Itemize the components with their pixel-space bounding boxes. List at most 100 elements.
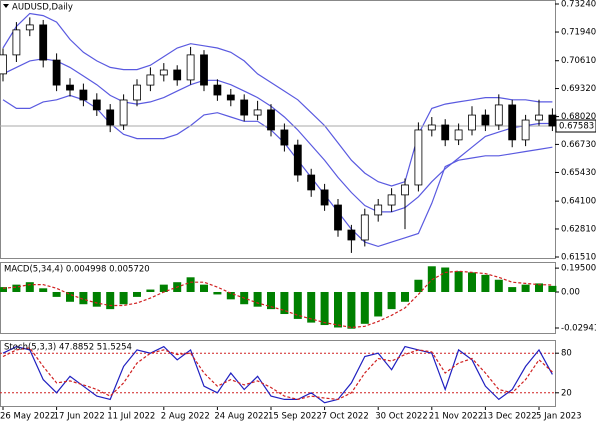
candle-body xyxy=(454,129,463,141)
panel-title: MACD(5,34,4) 0.004998 0.005720 xyxy=(4,265,150,275)
candle-body xyxy=(52,59,61,86)
candle-body xyxy=(508,104,517,141)
candle-body xyxy=(360,214,369,241)
candle-body xyxy=(92,99,101,111)
macd-bar xyxy=(481,274,490,292)
candle-body xyxy=(414,129,423,186)
macd-bar xyxy=(307,291,316,323)
y-tick-label: -0.029414 xyxy=(561,323,596,333)
x-tick-label: 2 Aug 2022 xyxy=(161,412,210,422)
macd-bar xyxy=(133,291,141,297)
macd-bar xyxy=(320,291,329,326)
candle-body xyxy=(280,129,289,146)
candle-body xyxy=(253,109,262,116)
candle-body xyxy=(481,114,490,126)
candle-body xyxy=(0,54,7,75)
candle-body xyxy=(374,204,383,216)
candle-body xyxy=(79,89,88,101)
macd-bar xyxy=(535,283,543,292)
candle-body xyxy=(39,24,48,61)
y-tick-label: 0.61510 xyxy=(561,253,596,263)
candle-body xyxy=(240,99,249,116)
candle-body xyxy=(535,114,543,121)
macd-bar xyxy=(253,291,262,307)
candle-body xyxy=(106,109,115,126)
macd-bar xyxy=(52,291,61,297)
macd-bar xyxy=(267,291,275,310)
macd-bar xyxy=(213,291,222,295)
macd-bar xyxy=(119,291,128,305)
candle-body xyxy=(401,184,409,196)
candle-body xyxy=(133,84,141,101)
macd-bar xyxy=(25,282,34,292)
candle-body xyxy=(307,174,316,191)
y-tick-label: 0.65430 xyxy=(561,168,596,178)
macd-bar xyxy=(414,279,423,292)
candle-body xyxy=(25,24,34,31)
y-tick-label: 0.70610 xyxy=(561,56,596,66)
macd-bar xyxy=(360,291,369,324)
macd-bar xyxy=(374,291,383,317)
macd-bar xyxy=(521,284,530,292)
macd-bar xyxy=(494,279,503,292)
macd-bar xyxy=(159,284,168,292)
candle-body xyxy=(548,114,557,127)
candle-body xyxy=(427,124,436,131)
macd-bar xyxy=(347,291,356,329)
x-tick-label: 15 Sep 2022 xyxy=(268,412,322,422)
candle-body xyxy=(468,114,476,131)
x-tick-label: 24 Aug 2022 xyxy=(214,412,268,422)
y-tick-label: 0.69320 xyxy=(561,84,596,94)
candle-body xyxy=(159,69,168,76)
macd-bar xyxy=(293,291,302,319)
candle-body xyxy=(267,109,275,131)
macd-bar xyxy=(79,291,88,305)
panel-title: AUDUSD,Daily xyxy=(12,3,73,13)
candle-body xyxy=(293,144,302,176)
macd-bar xyxy=(548,285,557,292)
x-tick-label: 13 Dec 2022 xyxy=(482,412,536,422)
y-tick-label: 0.66730 xyxy=(561,140,596,150)
macd-bar xyxy=(146,289,155,292)
candle-body xyxy=(387,194,396,206)
macd-bar xyxy=(226,291,235,300)
candle-body xyxy=(226,94,235,101)
bollinger-band xyxy=(2,12,553,187)
macd-bar xyxy=(92,291,101,307)
candle-body xyxy=(521,119,530,141)
macd-bar xyxy=(39,288,48,292)
panel-frame xyxy=(0,340,556,407)
macd-bar xyxy=(454,271,463,292)
y-tick-label: 0.00 xyxy=(561,287,580,297)
x-tick-label: 21 Nov 2022 xyxy=(429,412,483,422)
x-tick-label: 11 Jul 2022 xyxy=(107,412,155,422)
x-tick-label: 7 Oct 2022 xyxy=(322,412,369,422)
y-tick-label: 0.68020 xyxy=(561,112,596,122)
last-price-label: 0.67583 xyxy=(559,122,594,132)
last-price-box xyxy=(555,119,596,133)
macd-bar xyxy=(106,291,115,310)
panel-frame xyxy=(0,262,556,334)
x-tick-label: 30 Oct 2022 xyxy=(375,412,428,422)
macd-bar xyxy=(508,287,517,292)
candle-body xyxy=(320,189,329,206)
y-tick-label: 80 xyxy=(561,349,572,359)
candle-body xyxy=(441,124,450,141)
macd-bar xyxy=(0,287,7,292)
candle-body xyxy=(12,29,21,56)
macd-bar xyxy=(401,291,409,302)
x-tick-label: 5 Jan 2023 xyxy=(536,412,582,422)
macd-bar xyxy=(441,267,450,292)
macd-bar xyxy=(200,284,208,292)
macd-bar xyxy=(280,291,289,315)
y-tick-label: 0.195008 xyxy=(561,264,596,274)
macd-signal xyxy=(2,270,553,329)
candle-body xyxy=(334,204,342,231)
y-tick-label: 0.73240 xyxy=(561,0,596,9)
symbol-icon xyxy=(3,4,9,8)
candle-body xyxy=(146,74,155,86)
candle-body xyxy=(186,54,195,81)
macd-bar xyxy=(468,272,476,292)
